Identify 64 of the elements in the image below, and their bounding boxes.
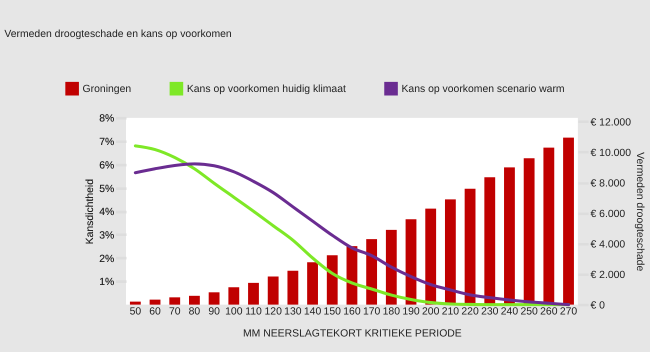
x-tick-label: 160 bbox=[343, 306, 361, 318]
x-tick-label: 190 bbox=[402, 306, 420, 318]
bar bbox=[189, 296, 200, 305]
x-tick-label: 240 bbox=[500, 306, 518, 318]
legend-label: Groningen bbox=[82, 84, 132, 96]
y-tick-label: 5% bbox=[99, 184, 114, 195]
legend-label: Kans op voorkomen scenario warm bbox=[401, 84, 565, 96]
y-tick-label: 7% bbox=[99, 137, 114, 148]
y-tick-label: 4% bbox=[99, 207, 114, 218]
bar bbox=[464, 188, 476, 305]
y2-tick-label: € 6.000 bbox=[590, 209, 626, 220]
y2-tick-label: € 2.000 bbox=[590, 270, 626, 282]
x-tick-label: 270 bbox=[560, 306, 578, 318]
y-tick-label: 8% bbox=[99, 114, 114, 125]
y2-tick-label: € 4.000 bbox=[590, 240, 626, 251]
y2-axis-title: Vermeden droogteschade bbox=[634, 152, 646, 272]
x-tick-label: 260 bbox=[540, 306, 558, 318]
bar bbox=[366, 239, 378, 305]
x-tick-label: 170 bbox=[362, 306, 381, 318]
bar bbox=[326, 255, 338, 305]
bar bbox=[563, 138, 574, 305]
x-tick-label: 250 bbox=[520, 306, 538, 318]
bar bbox=[228, 287, 240, 305]
bar bbox=[130, 302, 141, 305]
bar bbox=[268, 276, 279, 305]
y-tick-label: 6% bbox=[99, 160, 114, 172]
x-tick-label: 130 bbox=[284, 306, 302, 318]
x-tick-label: 60 bbox=[149, 306, 162, 318]
x-tick-label: 210 bbox=[442, 306, 460, 318]
bar bbox=[504, 167, 515, 305]
bar bbox=[406, 219, 416, 305]
x-tick-label: 180 bbox=[382, 306, 400, 318]
bar bbox=[484, 177, 496, 305]
x-tick-label: 70 bbox=[168, 306, 181, 318]
y2-tick-label: € 10.000 bbox=[590, 148, 632, 160]
x-tick-label: 80 bbox=[188, 306, 200, 318]
x-tick-label: 200 bbox=[422, 306, 440, 318]
y-tick-label: 2% bbox=[99, 254, 114, 265]
x-axis-title: MM NEERSLAGTEKORT KRITIEKE PERIODE bbox=[242, 328, 462, 340]
bar bbox=[425, 208, 436, 305]
x-tick-label: 110 bbox=[245, 306, 262, 318]
legend-label: Kans op voorkomen huidig klimaat bbox=[186, 84, 346, 96]
y2-tick-label: € 12.000 bbox=[590, 118, 632, 129]
y-axis-title: Kansdichtheid bbox=[85, 178, 96, 244]
bar bbox=[287, 270, 298, 305]
x-tick-label: 120 bbox=[264, 306, 282, 318]
x-tick-label: 90 bbox=[208, 306, 220, 318]
x-tick-label: 230 bbox=[481, 306, 499, 318]
x-tick-label: 140 bbox=[304, 306, 322, 318]
x-tick-label: 100 bbox=[225, 306, 243, 318]
bar bbox=[169, 297, 180, 305]
x-tick-label: 50 bbox=[130, 306, 142, 318]
bar bbox=[444, 199, 456, 305]
bar bbox=[307, 262, 318, 305]
y-tick-label: 1% bbox=[99, 277, 114, 288]
y2-tick-label: € 0 bbox=[590, 300, 606, 312]
y2-tick-label: € 8.000 bbox=[590, 178, 626, 190]
x-tick-label: 220 bbox=[461, 306, 479, 318]
x-tick-label: 150 bbox=[324, 306, 342, 318]
bar bbox=[248, 282, 259, 305]
chart-title: Vermeden droogteschade en kans op voorkomen bbox=[4, 29, 232, 40]
y-tick-label: 3% bbox=[99, 230, 114, 242]
bar bbox=[150, 300, 160, 305]
bar bbox=[208, 292, 220, 305]
